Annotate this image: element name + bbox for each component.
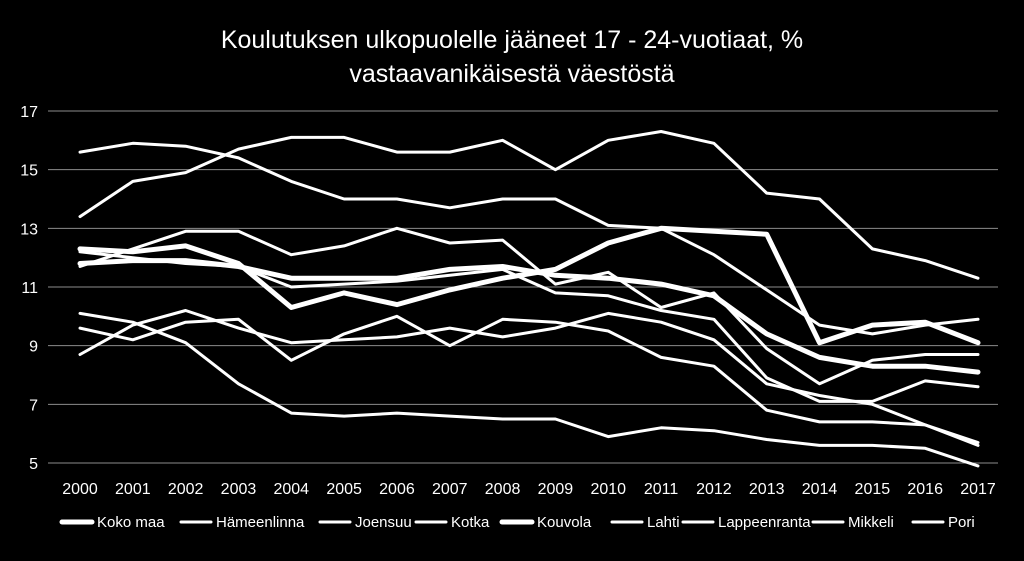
x-tick-label: 2014: [802, 481, 838, 498]
y-tick-label: 9: [29, 339, 38, 356]
x-tick-label: 2008: [485, 481, 521, 498]
y-axis-ticks: 5 7 9 11 13 15 17: [20, 104, 38, 473]
series-line-kotka: [78, 226, 980, 386]
legend-label: Lappeenranta: [718, 514, 811, 531]
x-tick-label: 2000: [62, 481, 98, 498]
x-tick-label: 2001: [115, 481, 151, 498]
chart-title: Koulutuksen ulkopuolelle jääneet 17 - 24…: [221, 26, 803, 88]
x-tick-label: 2002: [168, 481, 204, 498]
gridlines: [48, 110, 998, 464]
x-tick-label: 2011: [644, 481, 679, 498]
x-tick-label: 2013: [749, 481, 785, 498]
series-lines: [77, 130, 981, 468]
series-line-kouvola: [77, 225, 981, 346]
x-tick-label: 2005: [326, 481, 362, 498]
legend-label: Lahti: [647, 514, 680, 531]
x-axis-ticks: 2000 2001 2002 2003 2004 2005 2006 2007 2008 2009…: [62, 481, 996, 498]
x-tick-label: 2016: [907, 481, 943, 498]
series-line-lahti: [78, 314, 980, 447]
y-tick-label: 17: [20, 104, 38, 121]
legend-label: Hämeenlinna: [216, 514, 305, 531]
x-tick-label: 2012: [696, 481, 732, 498]
chart-title-line-2: vastaavanikäisestä väestöstä: [349, 60, 674, 88]
y-tick-label: 11: [21, 280, 38, 297]
series-line-joensuu: [78, 141, 980, 336]
legend: Koko maa Hämeenlinna Joensuu Kotka Kouvola La…: [59, 514, 975, 531]
x-tick-label: 2015: [855, 481, 891, 498]
y-tick-label: 5: [29, 456, 38, 473]
y-tick-label: 13: [20, 221, 38, 238]
legend-label: Koko maa: [97, 514, 165, 531]
x-tick-label: 2006: [379, 481, 415, 498]
legend-label: Joensuu: [355, 514, 412, 531]
series-line-pori: [78, 309, 980, 444]
chart-title-line-1: Koulutuksen ulkopuolelle jääneet 17 - 24…: [221, 26, 803, 54]
series-line-koko-maa: [77, 258, 981, 375]
series-line-lappeenranta: [78, 311, 980, 468]
legend-label: Pori: [948, 514, 975, 531]
y-tick-label: 7: [29, 397, 38, 414]
legend-label: Kouvola: [537, 514, 592, 531]
x-tick-label: 2009: [538, 481, 574, 498]
x-tick-label: 2010: [590, 481, 626, 498]
x-tick-label: 2017: [960, 481, 996, 498]
series-line-hämeenlinna: [78, 130, 980, 280]
x-tick-label: 2003: [221, 481, 257, 498]
legend-label: Kotka: [451, 514, 490, 531]
x-tick-label: 2004: [273, 481, 309, 498]
x-tick-label: 2007: [432, 481, 468, 498]
legend-label: Mikkeli: [848, 514, 894, 531]
y-tick-label: 15: [20, 163, 38, 180]
